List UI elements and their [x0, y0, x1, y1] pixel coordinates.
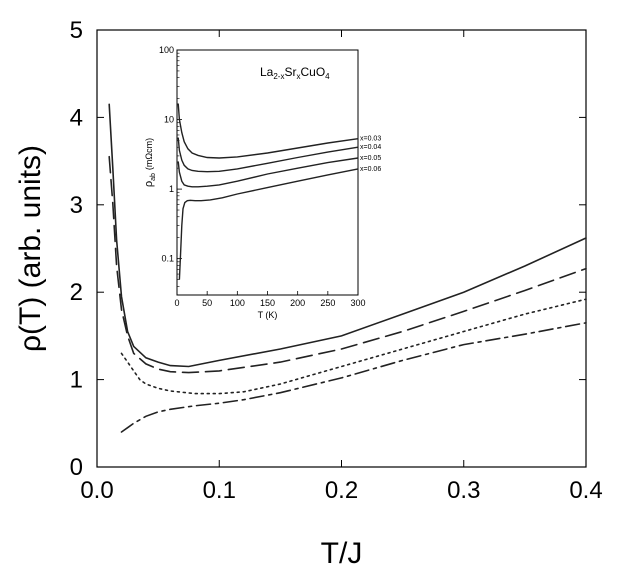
inset-title-part: CuO [300, 65, 325, 79]
main-x-tick-label: 0.0 [80, 477, 113, 504]
inset-ylabel-sub: ab [150, 173, 157, 181]
main-y-tick-label: 0 [70, 454, 83, 481]
inset-series-label: x=0.03 [360, 136, 381, 143]
inset-series-labels: x=0.03x=0.04 x=0.05 x=0.06 [360, 136, 381, 173]
inset-x-tick-label: 0 [174, 298, 179, 308]
inset-series-line [177, 157, 359, 188]
main-series [108, 103, 587, 433]
inset-title: La2-xSrxCuO4 [260, 65, 330, 81]
inset-y-tick-label: 1 [169, 184, 174, 194]
main-y-tick-label: 2 [70, 279, 83, 306]
main-series-line [108, 155, 587, 374]
main-y-axis-label: ρ(T) (arb. units) [14, 145, 47, 352]
main-y-tick-label: 5 [70, 17, 83, 44]
inset-y-axis-label: ρab (mΩcm) [143, 138, 157, 187]
inset-x-tick-label: 100 [230, 298, 245, 308]
inset-y-tick-label: 0.1 [161, 254, 174, 264]
inset-title-sub: x [296, 72, 300, 81]
inset-series-label: x=0.05 [360, 155, 381, 162]
inset-x-tick-label: 250 [320, 298, 335, 308]
inset-title-sub: 4 [325, 72, 330, 81]
inset-x-axis-label: T (K) [258, 310, 278, 320]
inset-ylabel-rho: ρ [143, 181, 155, 187]
main-x-tick-label: 0.4 [569, 477, 602, 504]
inset-series-line [177, 137, 359, 173]
inset-title-part: La [260, 65, 274, 79]
inset-series [177, 103, 359, 280]
inset-series-label: x=0.04 [360, 144, 381, 151]
main-plot: 0.0 0.1 0.2 0.3 0.4 0 1 2 3 4 5 T/J ρ(T) (arb. uni… [14, 17, 603, 570]
inset-y-tick-label: 10 [164, 115, 174, 125]
inset-title-sub: 2-x [273, 72, 284, 81]
inset-x-tick-label: 300 [350, 298, 365, 308]
inset-x-tick-label: 200 [290, 298, 305, 308]
inset-series-line [177, 103, 359, 159]
main-y-tick-label: 1 [70, 367, 83, 394]
inset-ticks: 0 50 100 150 200 250 300 0.1 1 10 100 [159, 45, 366, 308]
inset-y-tick-label: 100 [159, 45, 174, 55]
main-x-tick-label: 0.3 [447, 477, 480, 504]
inset-ylabel-unit: (mΩcm) [144, 138, 154, 170]
inset-plot-frame [176, 49, 359, 296]
main-x-axis-label: T/J [321, 537, 363, 570]
main-series-line [120, 322, 587, 433]
main-series-line [108, 103, 587, 368]
main-series-line [120, 298, 587, 395]
inset-series-label: x=0.06 [360, 166, 381, 173]
inset-series-line [178, 168, 359, 280]
inset-title-part: Sr [284, 65, 296, 79]
inset-plot: 0 50 100 150 200 250 300 0.1 1 10 100 x=0.03x=0.04… [143, 45, 381, 320]
inset-x-tick-label: 150 [260, 298, 275, 308]
main-x-tick-label: 0.1 [203, 477, 236, 504]
main-y-tick-label: 4 [70, 104, 83, 131]
main-x-tick-label: 0.2 [325, 477, 358, 504]
inset-x-tick-label: 50 [202, 298, 212, 308]
main-ticks: 0.0 0.1 0.2 0.3 0.4 0 1 2 3 4 5 [70, 17, 603, 504]
main-y-tick-label: 3 [70, 192, 83, 219]
